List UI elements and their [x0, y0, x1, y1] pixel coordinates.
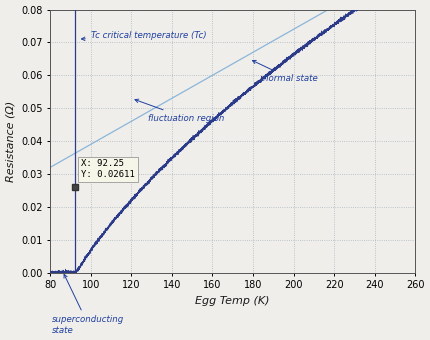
Text: Tc critical temperature (Tc): Tc critical temperature (Tc) — [81, 31, 206, 40]
Y-axis label: Resistance (Ω): Resistance (Ω) — [6, 100, 15, 182]
Text: normal state: normal state — [252, 61, 318, 83]
X-axis label: Egg Temp (K): Egg Temp (K) — [196, 296, 270, 306]
Text: superconducting
state: superconducting state — [52, 274, 125, 335]
Text: fluctuation region: fluctuation region — [135, 99, 224, 122]
Text: X: 92.25
Y: 0.02611: X: 92.25 Y: 0.02611 — [81, 159, 135, 179]
